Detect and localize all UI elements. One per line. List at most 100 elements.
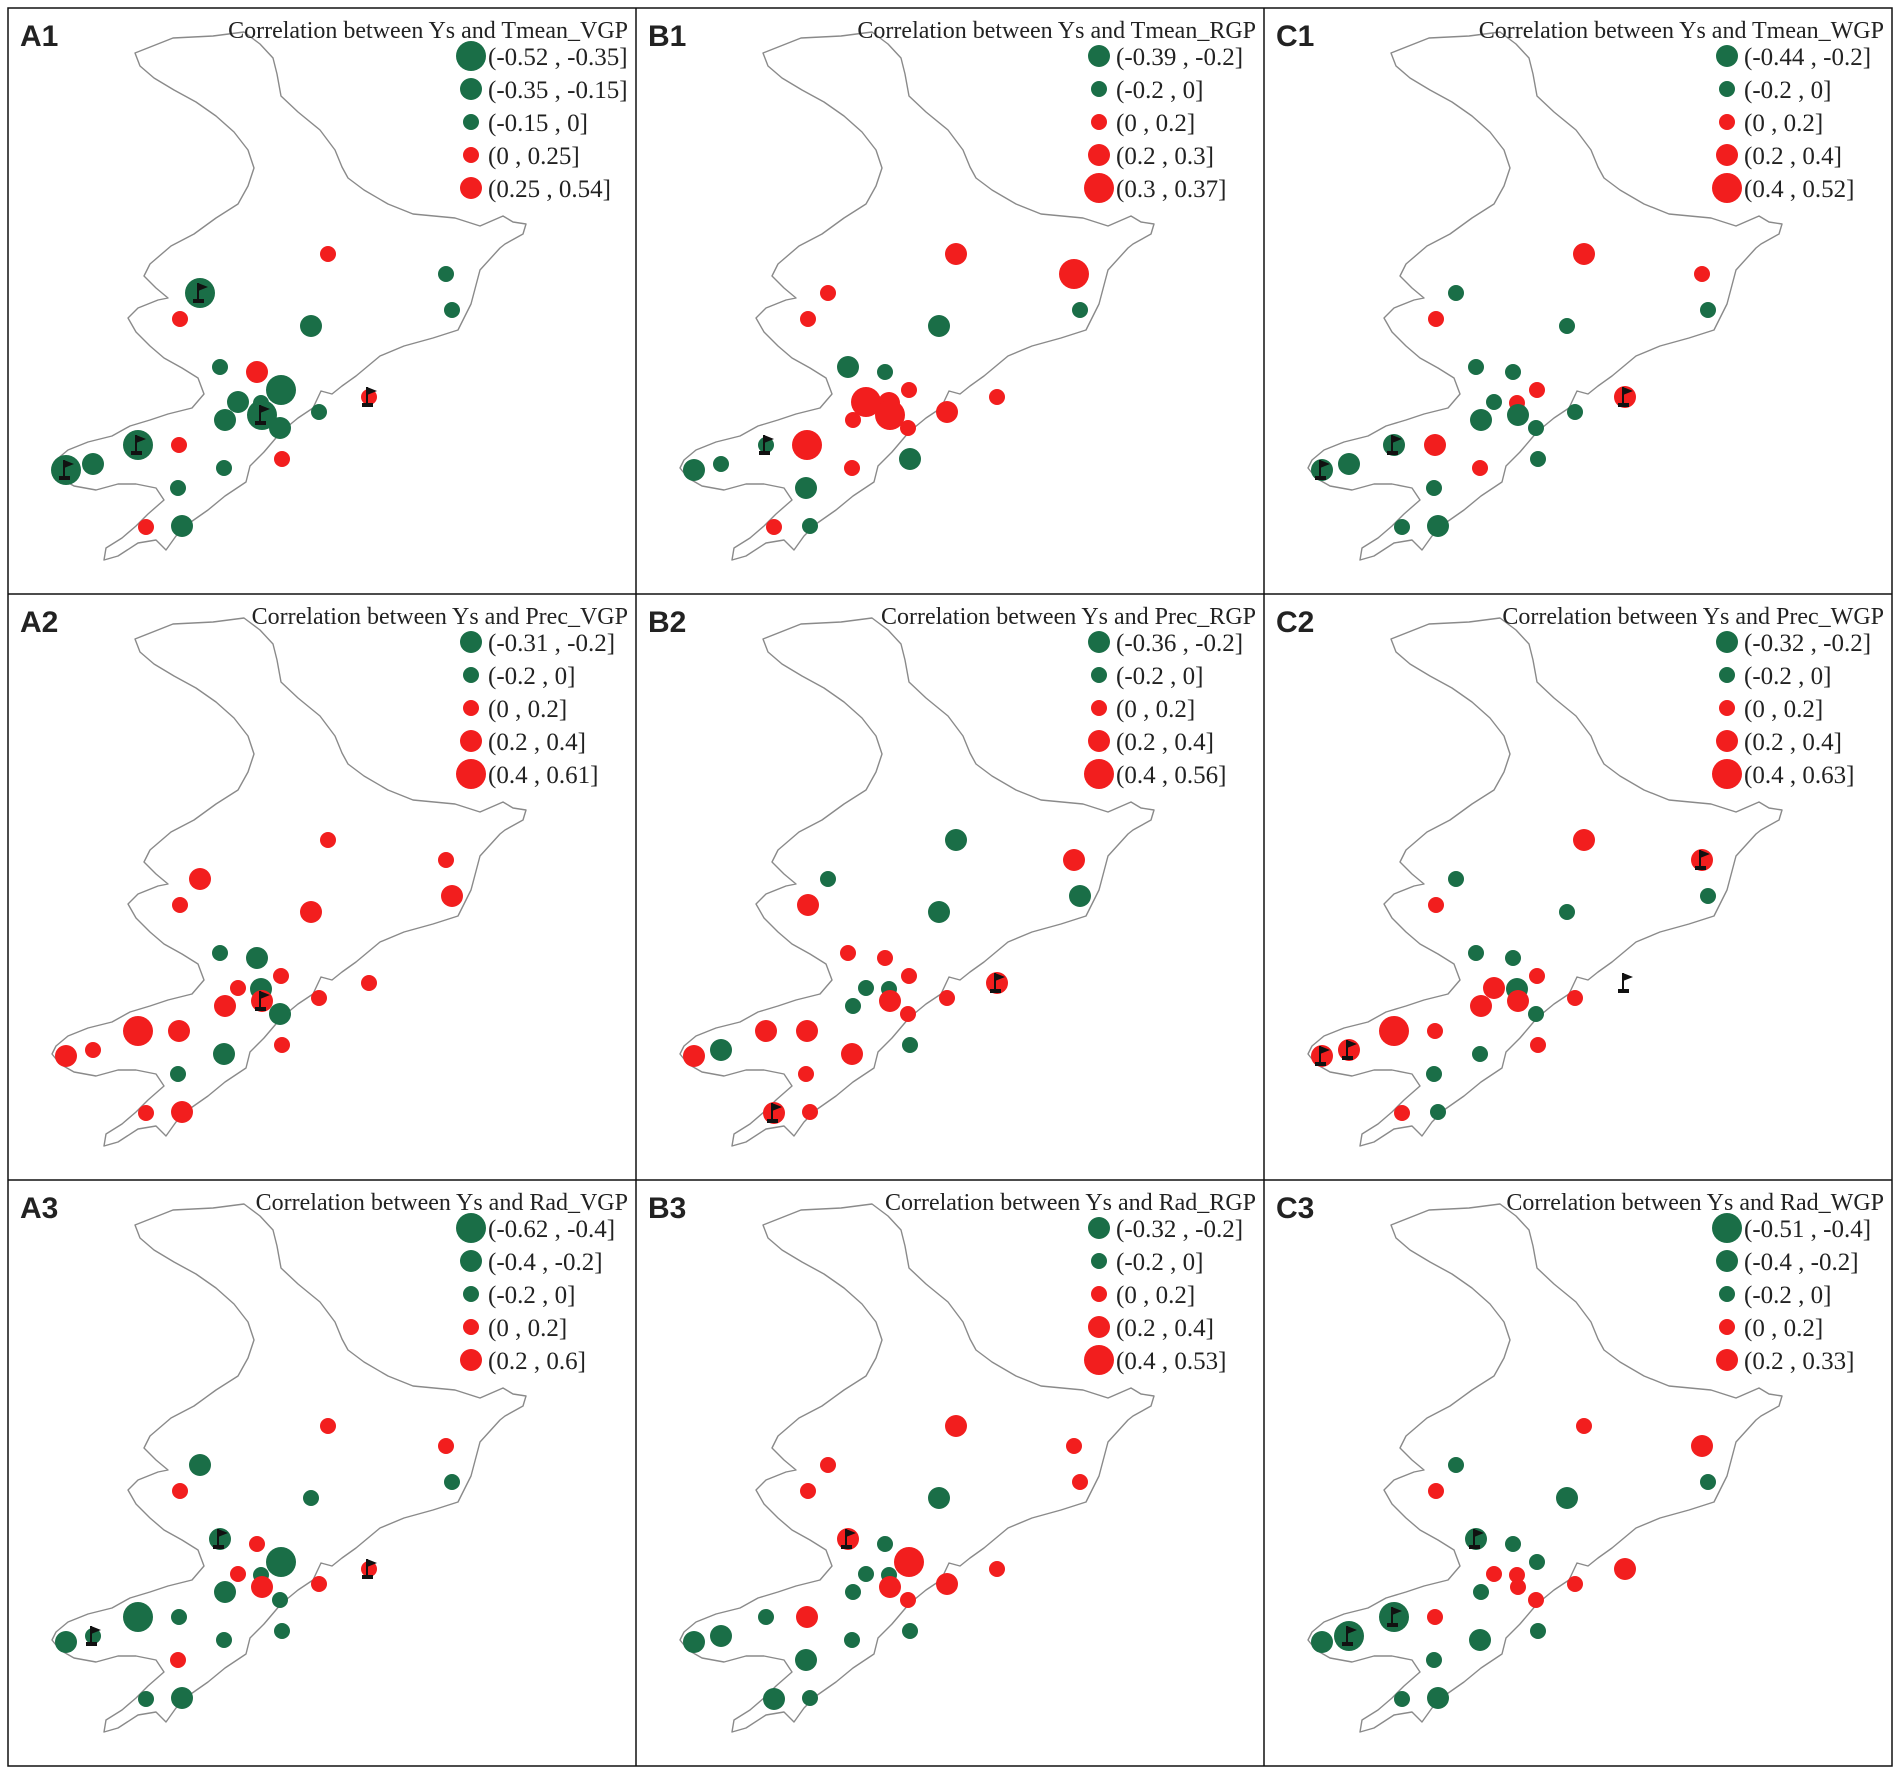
legend-swatch — [1088, 1316, 1110, 1338]
station-marker — [1426, 1652, 1442, 1668]
station-marker — [171, 515, 193, 537]
station-dot — [1059, 259, 1089, 289]
flag-icon — [1695, 850, 1710, 870]
station-dot — [683, 459, 705, 481]
flag-icon — [1342, 1040, 1357, 1060]
station-marker — [879, 1576, 901, 1598]
station-marker — [900, 1592, 916, 1608]
station-dot — [230, 1566, 246, 1582]
station-marker — [320, 246, 336, 262]
station-marker — [1486, 1566, 1502, 1582]
station-dot — [945, 829, 967, 851]
legend-label: (-0.2 , 0] — [1744, 77, 1831, 104]
station-dot — [902, 1623, 918, 1639]
station-dot — [1428, 897, 1444, 913]
station-marker — [1334, 1621, 1364, 1651]
station-dot — [792, 430, 822, 460]
station-dot — [1530, 1623, 1546, 1639]
station-marker — [763, 1688, 785, 1710]
flag-icon — [1315, 1046, 1330, 1066]
station-marker — [1528, 1006, 1544, 1022]
station-marker — [214, 409, 236, 431]
station-dot — [311, 1576, 327, 1592]
station-marker — [361, 1559, 377, 1579]
station-marker — [710, 1625, 732, 1647]
station-marker — [1567, 404, 1583, 420]
station-marker — [171, 1687, 193, 1709]
station-marker — [844, 460, 860, 476]
station-dot — [802, 518, 818, 534]
station-marker — [1468, 359, 1484, 375]
legend-item: (0.2 , 0.6] — [460, 1348, 586, 1375]
legend-swatch — [1716, 631, 1738, 653]
station-dot — [311, 404, 327, 420]
station-marker — [875, 400, 905, 430]
station-marker — [171, 437, 187, 453]
station-dot — [216, 460, 232, 476]
station-marker — [1311, 1045, 1333, 1067]
station-dot — [899, 448, 921, 470]
map-panel-b3: B3 Correlation between Ys and Rad_RGP(-0.… — [648, 1190, 1256, 1733]
station-dot — [710, 1039, 732, 1061]
station-marker — [758, 435, 774, 455]
station-marker — [1573, 243, 1595, 265]
station-dot — [1573, 829, 1595, 851]
station-dot — [844, 1632, 860, 1648]
station-marker — [438, 1438, 454, 1454]
station-marker — [683, 1631, 705, 1653]
station-marker — [172, 311, 188, 327]
station-marker — [798, 1066, 814, 1082]
legend-item: (-0.32 , -0.2] — [1088, 1216, 1243, 1243]
station-dot — [1072, 1474, 1088, 1490]
province-boundary — [679, 617, 1155, 1147]
panel-title: Correlation between Ys and Tmean_VGP — [228, 18, 628, 44]
legend-item: (-0.32 , -0.2] — [1716, 630, 1871, 657]
station-marker — [1338, 1039, 1360, 1061]
station-dot — [1700, 1474, 1716, 1490]
station-marker — [837, 356, 859, 378]
station-marker — [1428, 897, 1444, 913]
panel-label: C3 — [1276, 1192, 1314, 1225]
legend-item: (0 , 0.2] — [463, 1315, 567, 1342]
station-dot — [171, 1687, 193, 1709]
station-marker — [1394, 1691, 1410, 1707]
station-marker — [266, 1547, 296, 1577]
legend-label: (-0.39 , -0.2] — [1116, 44, 1243, 71]
station-marker — [209, 1528, 231, 1550]
station-dot — [1428, 311, 1444, 327]
legend-label: (-0.4 , -0.2] — [1744, 1249, 1859, 1276]
station-marker — [1063, 849, 1085, 871]
station-dot — [1072, 302, 1088, 318]
station-marker — [1428, 311, 1444, 327]
flag-icon — [1387, 1607, 1402, 1627]
panel-label: B2 — [648, 606, 686, 639]
panel-label: A1 — [20, 20, 58, 53]
station-marker — [1528, 420, 1544, 436]
station-dot — [875, 400, 905, 430]
flag-icon — [1387, 435, 1402, 455]
legend-label: (-0.2 , 0] — [488, 663, 575, 690]
station-dot — [1510, 1579, 1526, 1595]
legend-label: (-0.44 , -0.2] — [1744, 44, 1871, 71]
station-dot — [1469, 1629, 1491, 1651]
station-marker — [247, 400, 277, 430]
station-marker — [1472, 460, 1488, 476]
station-marker — [311, 404, 327, 420]
legend-swatch — [463, 667, 479, 683]
station-marker — [1694, 266, 1710, 282]
legend-label: (-0.35 , -0.15] — [488, 77, 628, 104]
station-marker — [802, 518, 818, 534]
legend-label: (-0.2 , 0] — [1116, 77, 1203, 104]
station-dot — [796, 1606, 818, 1628]
station-marker — [1529, 1554, 1545, 1570]
station-dot — [214, 409, 236, 431]
station-marker — [1465, 1528, 1487, 1550]
station-marker — [1691, 1435, 1713, 1457]
station-marker — [1529, 968, 1545, 984]
station-marker — [802, 1690, 818, 1706]
station-dot — [246, 947, 268, 969]
station-dot — [1426, 1066, 1442, 1082]
province-boundary — [679, 1203, 1155, 1733]
station-marker — [246, 361, 268, 383]
station-marker — [1426, 1066, 1442, 1082]
